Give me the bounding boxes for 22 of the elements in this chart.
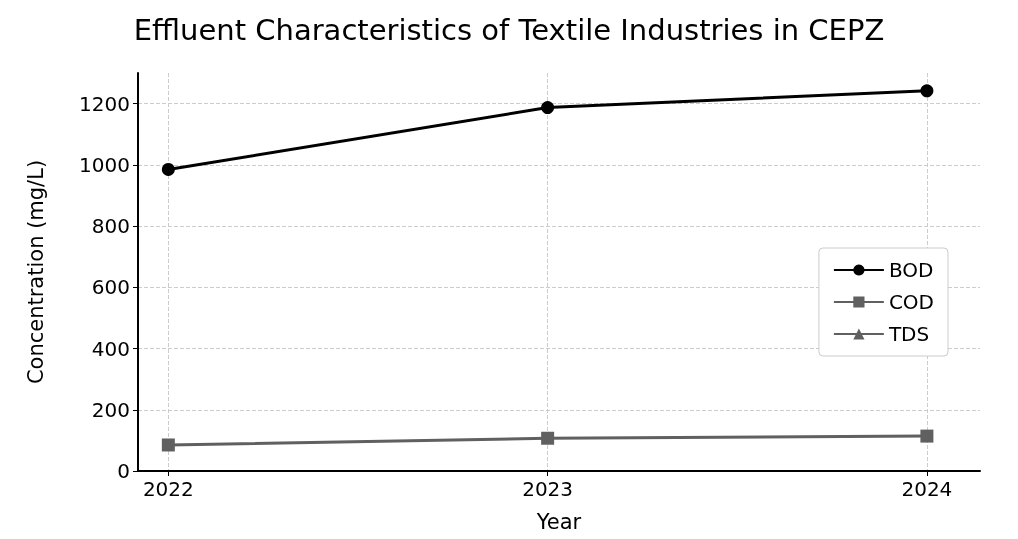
legend-label: COD: [888, 290, 934, 314]
x-tick-label: 2024: [901, 477, 953, 501]
point: [161, 162, 175, 176]
y-tick-label: 800: [91, 214, 130, 239]
legend-label: TDS: [887, 322, 930, 346]
y-tick-label: 400: [91, 336, 130, 361]
y-axis-title: Concentration (mg/L): [23, 159, 48, 385]
x-tick-label: 2022: [142, 477, 194, 501]
legend-label: BOD: [888, 258, 934, 282]
y-tick-label: 1000: [79, 152, 130, 177]
y-tick-label: 1200: [79, 91, 130, 116]
x-axis-title: Year: [535, 509, 582, 534]
point: [161, 438, 175, 452]
y-tick-label: 200: [91, 397, 130, 422]
point: [541, 101, 555, 115]
x-tick-label: 2023: [522, 477, 574, 501]
y-tick-label: 0: [117, 459, 130, 483]
chart-title: Effluent Characteristics of Textile Industries in CEPZ: [133, 12, 885, 47]
y-tick-label: 600: [91, 275, 130, 300]
point: [541, 431, 555, 445]
point: [920, 84, 934, 98]
point: [920, 429, 934, 443]
